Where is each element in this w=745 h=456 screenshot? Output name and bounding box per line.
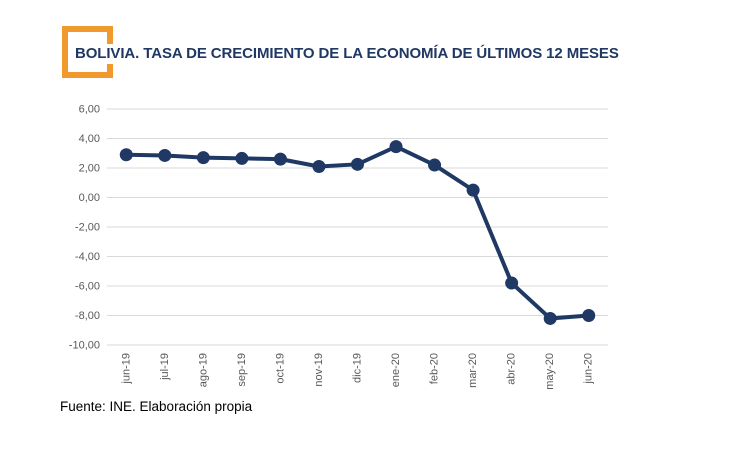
y-tick-label: -8,00 — [75, 310, 100, 322]
y-tick-label: -2,00 — [75, 222, 100, 234]
y-tick-label: 2,00 — [79, 163, 100, 175]
x-tick-label: sep-19 — [236, 353, 248, 387]
x-tick-label: dic-19 — [352, 353, 364, 383]
x-tick-label: ene-20 — [390, 353, 402, 387]
y-tick-label: -4,00 — [75, 251, 100, 263]
data-point — [543, 311, 557, 325]
data-point — [582, 309, 596, 322]
x-tick-label: oct-19 — [274, 353, 286, 384]
x-tick-label: nov-19 — [313, 353, 325, 387]
x-tick-label: jul-19 — [159, 353, 171, 381]
data-point — [235, 151, 249, 165]
data-point — [351, 157, 364, 171]
data-point — [466, 183, 480, 197]
y-tick-label: 4,00 — [79, 133, 100, 145]
y-tick-label: 0,00 — [79, 192, 100, 204]
x-tick-label: mar-20 — [467, 353, 479, 388]
data-point — [119, 148, 133, 162]
data-point — [273, 152, 287, 166]
series-line — [126, 144, 589, 321]
data-point — [312, 160, 326, 174]
x-tick-label: abr-20 — [506, 353, 518, 385]
data-point — [158, 148, 172, 162]
data-point — [428, 158, 442, 172]
x-tick-label: jun-20 — [583, 353, 595, 385]
x-tick-label: feb-20 — [429, 353, 441, 384]
x-tick-label: ago-19 — [197, 353, 209, 387]
y-tick-label: -6,00 — [75, 281, 100, 293]
y-tick-label: 6,00 — [79, 104, 100, 116]
x-tick-label: may-20 — [544, 353, 556, 390]
chart-title: BOLIVIA. TASA DE CRECIMIENTO DE LA ECONO… — [73, 44, 624, 64]
data-point — [389, 140, 403, 154]
data-point — [196, 151, 210, 165]
x-tick-label: jun-19 — [120, 353, 132, 385]
source-note: Fuente: INE. Elaboración propia — [60, 399, 253, 414]
y-tick-label: -10,00 — [69, 340, 100, 352]
data-point — [505, 276, 519, 290]
